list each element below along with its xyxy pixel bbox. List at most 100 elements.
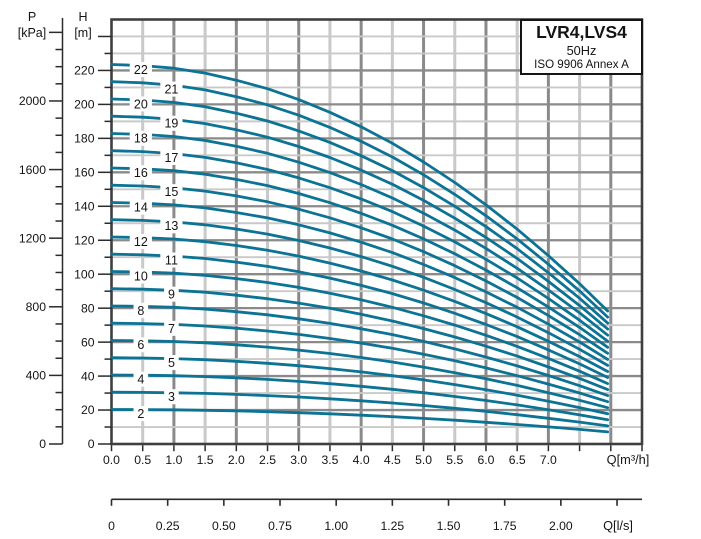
pump-curve-3 <box>110 390 610 428</box>
x-axis-tick-label: 3.0 <box>290 453 307 467</box>
ls-axis-tick-label: 0 <box>108 519 115 533</box>
curve-label-12: 12 <box>134 235 148 249</box>
curve-label-halo-7 <box>164 320 179 336</box>
head-axis-symbol: H <box>78 10 88 24</box>
head-axis-tick-label: 40 <box>81 369 95 383</box>
head-axis-unit: [m] <box>74 26 92 40</box>
pump-curve-13 <box>110 218 610 367</box>
curve-label-halo-4 <box>133 371 149 387</box>
pump-curve-8 <box>110 304 610 398</box>
ls-axis-tick-label: 0.50 <box>212 519 236 533</box>
curve-label-halo-8 <box>133 302 149 318</box>
head-axis-tick-label: 160 <box>74 166 95 180</box>
pressure-axis-tick-label: 400 <box>26 369 47 383</box>
pump-curve-18 <box>110 132 610 337</box>
pump-curve-5 <box>110 356 610 416</box>
pressure-axis-tick-label: 1600 <box>19 163 46 177</box>
pressure-axis-symbol: P <box>27 10 37 24</box>
curve-label-2: 2 <box>137 407 144 421</box>
curve-label-6: 6 <box>137 338 144 352</box>
ls-axis-tick-label: 1.25 <box>380 519 404 533</box>
curve-label-halo-13 <box>160 218 183 234</box>
ls-axis-tick-label: 2.00 <box>549 519 573 533</box>
curve-label-halo-16 <box>129 165 152 181</box>
pump-curve-6 <box>110 339 610 410</box>
curve-label-halo-22 <box>129 62 152 78</box>
pressure-axis-tick-label: 0 <box>39 437 46 451</box>
x-axis-tick-label: 6.5 <box>509 453 526 467</box>
curve-label-halo-3 <box>164 389 179 405</box>
curve-label-17: 17 <box>164 151 178 165</box>
curve-label-halo-6 <box>133 337 149 353</box>
pump-curve-7 <box>110 321 610 404</box>
head-axis-tick-label: 80 <box>81 301 95 315</box>
ls-axis-tick-label: 0.25 <box>156 519 180 533</box>
x-axis-tick-label: 4.0 <box>353 453 370 467</box>
curve-label-13: 13 <box>164 219 178 233</box>
pressure-axis-tick-label: 800 <box>26 300 47 314</box>
ls-axis-tick-label: 1.50 <box>437 519 461 533</box>
ls-axis-tick-label: 1.75 <box>493 519 517 533</box>
x-axis-tick-label: 4.5 <box>384 453 401 467</box>
x-axis-tick-label: 5.5 <box>446 453 463 467</box>
curve-label-halo-5 <box>164 355 179 371</box>
pump-curve-10 <box>110 270 610 386</box>
pump-curve-22 <box>110 63 610 313</box>
curve-label-halo-12 <box>129 234 152 250</box>
curve-label-10: 10 <box>134 269 148 283</box>
curve-label-20: 20 <box>134 97 148 111</box>
curve-label-4: 4 <box>137 373 144 387</box>
curve-label-18: 18 <box>134 132 148 146</box>
head-axis-tick-label: 100 <box>74 267 95 281</box>
curve-label-19: 19 <box>164 117 178 131</box>
plot-frame <box>110 18 644 446</box>
pump-curve-4 <box>110 373 610 422</box>
pressure-axis-tick-label: 2000 <box>19 94 46 108</box>
title-box: LVR4,LVS4 50Hz ISO 9906 Annex A <box>520 19 643 75</box>
pump-curve-16 <box>110 166 610 349</box>
x-axis-tick-label: 1.5 <box>197 453 214 467</box>
head-axis-tick-label: 220 <box>74 64 95 78</box>
curve-label-halo-20 <box>129 96 152 112</box>
curve-label-14: 14 <box>134 201 148 215</box>
curve-label-halo-17 <box>160 149 183 165</box>
head-axis-tick-label: 60 <box>81 335 95 349</box>
pressure-axis-tick-label: 1200 <box>19 231 46 245</box>
pump-curve-2 <box>110 408 610 434</box>
standard-label: ISO 9906 Annex A <box>534 58 629 71</box>
curve-label-8: 8 <box>137 304 144 318</box>
head-axis-tick-label: 0 <box>88 437 95 451</box>
pump-curve-15 <box>110 183 610 355</box>
ls-axis-tick-label: 1.00 <box>324 519 348 533</box>
curve-label-11: 11 <box>165 253 178 267</box>
x-axis-tick-label: 5.0 <box>415 453 432 467</box>
frequency-label: 50Hz <box>566 43 597 58</box>
x-axis-unit-label: Q[m³/h] <box>607 452 650 467</box>
pump-curve-19 <box>110 114 610 331</box>
pump-curve-21 <box>110 80 610 319</box>
curve-label-16: 16 <box>134 166 148 180</box>
curve-label-7: 7 <box>168 322 175 336</box>
head-axis-tick-label: 140 <box>74 199 95 213</box>
x-axis-tick-label: 2.5 <box>259 453 276 467</box>
curve-label-halo-10 <box>129 268 152 284</box>
curve-label-5: 5 <box>168 356 175 370</box>
ls-axis-tick-label: 0.75 <box>268 519 292 533</box>
pressure-axis-unit: [kPa] <box>17 26 47 40</box>
pump-curve-9 <box>110 287 610 392</box>
pump-curve-20 <box>110 97 610 325</box>
curve-label-halo-18 <box>129 130 152 146</box>
pump-curve-11 <box>110 252 610 379</box>
x-axis-tick-label: 6.0 <box>477 453 494 467</box>
head-axis-header: H [m] <box>55 9 111 41</box>
curve-label-21: 21 <box>164 82 178 96</box>
curve-label-3: 3 <box>168 390 175 404</box>
x-axis-tick-label: 2.0 <box>228 453 245 467</box>
curve-label-halo-14 <box>129 199 152 215</box>
x-axis-tick-label: 0.0 <box>103 453 120 467</box>
pump-curve-14 <box>110 201 610 361</box>
ls-axis-unit-label: Q[l/s] <box>603 518 633 533</box>
head-axis-tick-label: 200 <box>74 98 95 112</box>
